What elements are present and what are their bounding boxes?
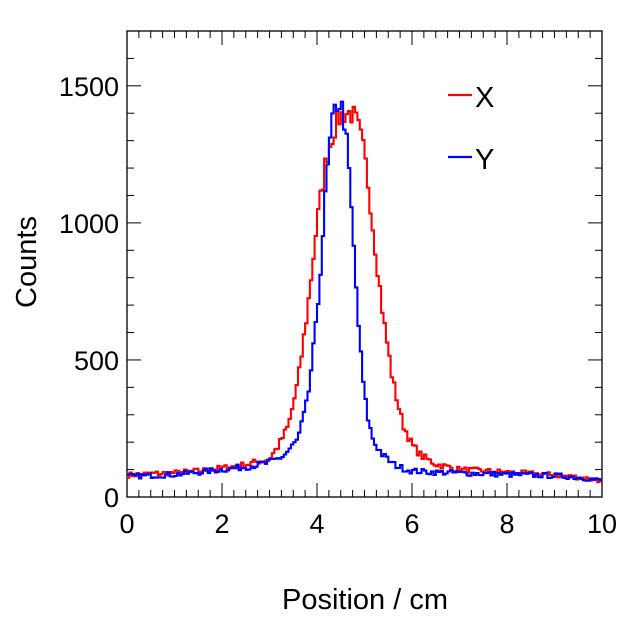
y-tick-label: 0 [104, 483, 119, 513]
legend-label-y: Y [475, 144, 494, 176]
x-tick-label: 4 [309, 509, 324, 539]
x-tick-label: 2 [214, 509, 229, 539]
y-tick-label: 500 [74, 346, 119, 376]
x-tick-label: 6 [404, 509, 419, 539]
data-series [127, 100, 602, 484]
legend-label-x: X [475, 82, 494, 114]
y-tick-label: 1500 [59, 72, 119, 102]
x-tick-label: 10 [587, 509, 617, 539]
series-x-line [127, 105, 602, 484]
y-axis-title: Counts [11, 216, 43, 308]
legend: X Y [448, 82, 494, 176]
x-tick-label: 0 [119, 509, 134, 539]
tick-labels: 0 2 4 6 8 10 0 500 1000 1500 [59, 72, 617, 539]
axis-ticks [126, 30, 603, 498]
series-y-line [127, 100, 602, 482]
y-tick-label: 1000 [59, 209, 119, 239]
x-tick-label: 8 [499, 509, 514, 539]
plot-frame [126, 30, 603, 498]
x-axis-title: Position / cm [282, 584, 448, 616]
